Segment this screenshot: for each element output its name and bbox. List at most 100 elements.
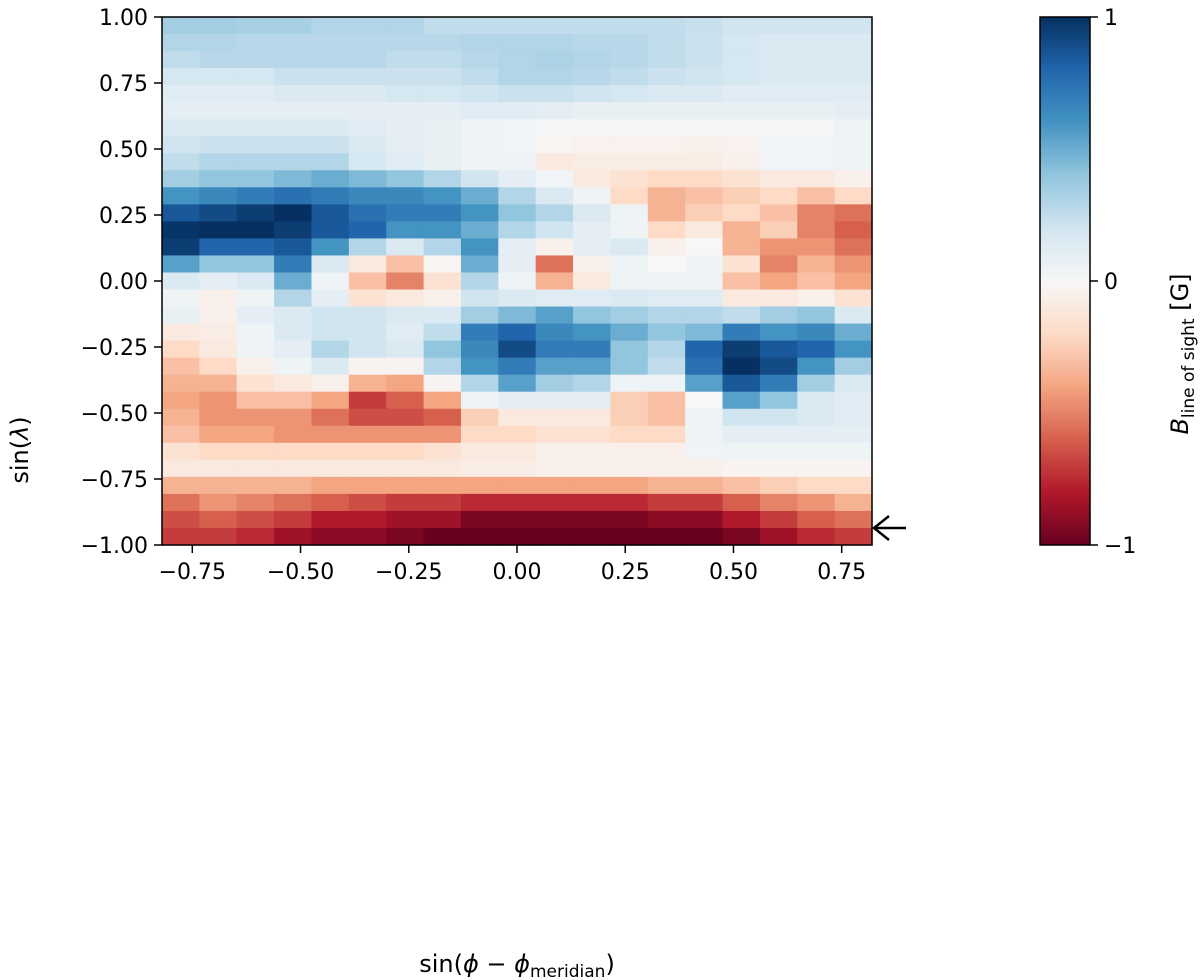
heatmap-cell xyxy=(386,204,425,222)
heatmap-cell xyxy=(386,408,425,427)
heatmap-cell xyxy=(498,425,537,444)
heatmap-cell xyxy=(460,187,499,205)
heatmap-cell xyxy=(610,459,649,478)
heatmap-cell xyxy=(797,85,836,103)
heatmap-cell xyxy=(498,221,537,240)
heatmap-cell xyxy=(199,272,238,291)
heatmap-cell xyxy=(386,221,425,240)
heatmap-cell xyxy=(236,102,275,120)
heatmap-cell xyxy=(311,17,350,35)
heatmap-cell xyxy=(759,17,798,35)
heatmap-cell xyxy=(498,289,537,308)
heatmap-cell xyxy=(162,119,200,137)
heatmap-cell xyxy=(759,102,798,120)
heatmap-cell xyxy=(573,34,612,52)
heatmap-cell xyxy=(498,34,537,52)
heatmap-cell xyxy=(236,136,275,154)
heatmap-cell xyxy=(162,204,200,222)
heatmap-cell xyxy=(460,170,499,188)
heatmap-cell xyxy=(199,289,238,308)
heatmap-cell xyxy=(274,119,313,137)
colorbar-gradient xyxy=(1039,16,1091,546)
heatmap-cell xyxy=(199,238,238,257)
heatmap-cell xyxy=(535,51,574,69)
heatmap-cell xyxy=(498,340,537,359)
heatmap-cell xyxy=(386,119,425,137)
heatmap-cell xyxy=(573,153,612,171)
heatmap-cell xyxy=(311,476,350,495)
heatmap-cell xyxy=(199,374,238,393)
heatmap-cell xyxy=(647,425,686,444)
heatmap-cell xyxy=(460,306,499,325)
heatmap-cell xyxy=(348,51,387,69)
heatmap-cell xyxy=(722,323,761,342)
heatmap-cell xyxy=(274,323,313,342)
heatmap-cell xyxy=(236,204,275,222)
heatmap-cell xyxy=(348,493,387,512)
heatmap-cell xyxy=(460,510,499,529)
heatmap-cell xyxy=(759,510,798,529)
heatmap-cell xyxy=(423,136,462,154)
heatmap-cell xyxy=(722,255,761,274)
heatmap-cell xyxy=(498,476,537,495)
heatmap-cell xyxy=(162,340,200,359)
heatmap-cell xyxy=(162,306,200,325)
heatmap-cell xyxy=(386,85,425,103)
heatmap-cell xyxy=(573,204,612,222)
heatmap-cell xyxy=(386,68,425,86)
heatmap-cell xyxy=(423,476,462,495)
heatmap-cell xyxy=(722,238,761,257)
heatmap-cell xyxy=(162,34,200,52)
y-tick-label: 0.75 xyxy=(99,72,148,97)
heatmap-cell xyxy=(535,289,574,308)
heatmap-cell xyxy=(759,34,798,52)
heatmap-cell xyxy=(498,187,537,205)
heatmap-cell xyxy=(797,476,836,495)
heatmap-cell xyxy=(685,17,724,35)
heatmap-cell xyxy=(236,119,275,137)
heatmap-cell xyxy=(647,391,686,410)
heatmap-cell xyxy=(759,238,798,257)
heatmap-cell xyxy=(460,493,499,512)
heatmap-cell xyxy=(498,136,537,154)
heatmap-cell xyxy=(460,17,499,35)
heatmap-cell xyxy=(386,272,425,291)
heatmap-cell xyxy=(685,510,724,529)
x-axis-label: sin(ϕ − ϕmeridian) xyxy=(419,950,615,980)
heatmap-cell xyxy=(498,85,537,103)
heatmap-cell xyxy=(236,34,275,52)
heatmap-cell xyxy=(834,204,873,222)
heatmap-cell xyxy=(311,527,350,546)
heatmap-cell xyxy=(535,306,574,325)
heatmap-cell xyxy=(162,425,200,444)
heatmap-cell xyxy=(386,442,425,461)
heatmap-cell xyxy=(685,391,724,410)
heatmap-cell xyxy=(722,340,761,359)
heatmap-cell xyxy=(348,323,387,342)
heatmap-cell xyxy=(647,374,686,393)
heatmap-cell xyxy=(573,17,612,35)
heatmap-cell xyxy=(236,68,275,86)
x-tick-label: 0.25 xyxy=(601,560,650,585)
heatmap-cell xyxy=(535,510,574,529)
heatmap-cell xyxy=(573,442,612,461)
heatmap-cell xyxy=(685,68,724,86)
heatmap-cell xyxy=(386,527,425,546)
heatmap-cell xyxy=(460,459,499,478)
heatmap-cell xyxy=(573,85,612,103)
heatmap-cell xyxy=(162,527,200,546)
heatmap-cell xyxy=(311,34,350,52)
heatmap-cell xyxy=(797,102,836,120)
heatmap-cell xyxy=(610,357,649,376)
heatmap-cell xyxy=(610,102,649,120)
heatmap-cell xyxy=(647,187,686,205)
heatmap-cell xyxy=(759,527,798,546)
heatmap-cell xyxy=(610,323,649,342)
heatmap-cell xyxy=(498,119,537,137)
heatmap-cell xyxy=(759,221,798,240)
heatmap-cell xyxy=(199,408,238,427)
heatmap-cell xyxy=(610,289,649,308)
heatmap-cell xyxy=(834,221,873,240)
heatmap-cell xyxy=(348,459,387,478)
heatmap-cell xyxy=(162,493,200,512)
